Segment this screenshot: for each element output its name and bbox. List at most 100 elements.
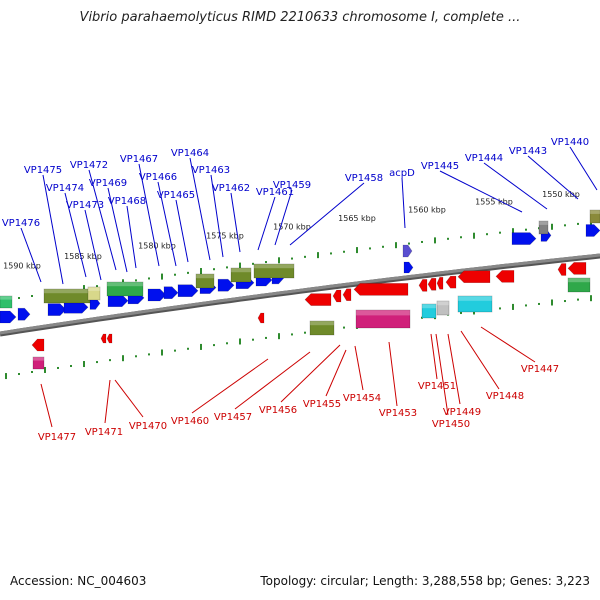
reverse-gene-label-leader: [280, 344, 341, 403]
forward-gene-label: VP1466: [139, 172, 177, 183]
reverse-gene-label: VP1448: [486, 391, 524, 402]
forward-gene-label-leader: [157, 181, 177, 267]
scale-tick: [421, 240, 423, 243]
reverse-tick: [265, 336, 267, 339]
reverse-feature-box: [457, 295, 493, 313]
forward-feature-box: [589, 209, 600, 224]
scale-tick: [200, 268, 202, 275]
scale-tick: [226, 266, 228, 269]
reverse-feature-box: [32, 356, 45, 370]
scale-tick: [213, 268, 215, 271]
forward-gene-label-leader: [88, 169, 117, 271]
forward-gene-label-leader: [126, 205, 137, 269]
scale-label: 1575 kbp: [206, 232, 244, 241]
scale-tick: [447, 237, 449, 240]
reverse-gene-label: VP1477: [38, 432, 76, 443]
scale-tick: [343, 250, 345, 253]
reverse-tick: [239, 338, 241, 345]
reverse-tick: [44, 366, 46, 373]
reverse-gene-label: VP1453: [379, 408, 417, 419]
forward-gene-label: VP1475: [24, 165, 62, 176]
reverse-tick: [18, 373, 20, 376]
forward-feature-box-highlight: [0, 296, 12, 300]
reverse-tick: [96, 361, 98, 364]
reverse-tick: [70, 364, 72, 367]
reverse-tick: [525, 304, 527, 307]
reverse-tick: [499, 307, 501, 310]
forward-gene-label-leader: [175, 199, 189, 263]
reverse-feature-box-highlight: [422, 304, 436, 309]
forward-gene-label-leader: [20, 227, 42, 283]
scale-label: 1550 kbp: [542, 190, 580, 199]
reverse-gene-label-leader: [447, 333, 461, 405]
forward-gene-arrow: [217, 278, 235, 292]
reverse-gene-label-leader: [104, 379, 111, 424]
forward-gene-arrow: [147, 288, 167, 302]
forward-gene-arrow: [47, 303, 67, 316]
forward-gene-label-leader: [257, 196, 276, 251]
forward-feature-box-highlight: [231, 268, 251, 273]
forward-gene-label-leader: [439, 170, 523, 213]
forward-gene-label: VP1465: [157, 190, 195, 201]
reverse-gene-label: VP1457: [214, 412, 252, 423]
reverse-feature-box: [567, 277, 591, 293]
reverse-gene-arrow: [100, 333, 107, 344]
forward-feature-box-highlight: [539, 221, 548, 225]
reverse-feature-box-highlight: [568, 278, 590, 283]
reverse-tick: [135, 355, 137, 358]
reverse-tick: [304, 331, 306, 334]
scale-label: 1560 kbp: [408, 205, 446, 214]
forward-gene-label: VP1459: [273, 180, 311, 191]
reverse-gene-label: VP1449: [443, 407, 481, 418]
reverse-feature-box: [355, 309, 411, 329]
scale-tick: [564, 224, 566, 227]
reverse-tick: [5, 373, 7, 380]
reverse-tick: [291, 333, 293, 336]
reverse-feature-box-highlight: [458, 296, 492, 301]
reverse-gene-label-leader: [430, 333, 438, 380]
acpd-gene-arrow: [403, 261, 414, 274]
scale-tick: [187, 271, 189, 274]
reverse-gene-label-leader: [460, 330, 500, 390]
reverse-gene-label-leader: [435, 333, 449, 416]
reverse-gene-label-leader: [354, 345, 364, 391]
scale-tick: [239, 262, 241, 269]
forward-gene-arrow: [0, 310, 17, 324]
forward-gene-label: VP1445: [421, 161, 459, 172]
forward-gene-label: VP1440: [551, 137, 589, 148]
forward-gene-label: VP1473: [66, 200, 104, 211]
forward-feature-box: [87, 286, 101, 301]
reverse-gene-arrow: [257, 312, 265, 324]
forward-feature-box: [106, 281, 144, 297]
reverse-gene-label: VP1470: [129, 421, 167, 432]
forward-gene-label-leader: [230, 192, 241, 253]
forward-gene-arrow: [177, 284, 199, 298]
forward-gene-label: VP1463: [192, 165, 230, 176]
scale-label: 1580 kbp: [138, 241, 176, 250]
reverse-feature-box: [421, 303, 437, 319]
forward-feature-box-highlight: [107, 282, 143, 287]
scale-tick: [408, 242, 410, 245]
reverse-feature-box: [309, 320, 335, 336]
forward-gene-label-leader: [569, 146, 598, 191]
forward-gene-label-leader: [210, 174, 224, 258]
reverse-tick: [226, 342, 228, 345]
reverse-tick: [187, 347, 189, 350]
reverse-gene-arrow: [445, 275, 457, 289]
reverse-gene-label: VP1471: [85, 427, 123, 438]
reverse-gene-arrow: [106, 333, 113, 344]
acpd-feature-box: [402, 244, 413, 258]
reverse-tick: [161, 349, 163, 356]
reverse-gene-arrow: [342, 288, 352, 302]
scale-tick: [31, 295, 33, 298]
forward-feature-box: [538, 220, 549, 235]
reverse-tick: [200, 343, 202, 350]
forward-gene-arrow: [511, 232, 537, 245]
forward-feature-box: [230, 267, 252, 283]
reverse-tick: [343, 326, 345, 329]
scale-tick: [291, 257, 293, 260]
scale-tick: [369, 247, 371, 250]
reverse-gene-label: VP1455: [303, 399, 341, 410]
forward-gene-arrow: [585, 224, 600, 237]
